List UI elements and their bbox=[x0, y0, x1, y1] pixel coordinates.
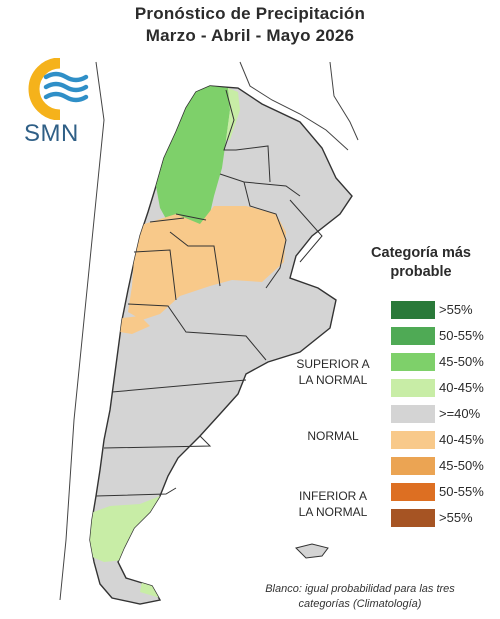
legend-label-0: >55% bbox=[439, 302, 473, 317]
legend-swatch-3 bbox=[391, 379, 435, 397]
legend-swatch-7 bbox=[391, 483, 435, 501]
legend-group-superior-line2: LA NORMAL bbox=[298, 373, 368, 387]
region-superior-tierra-del-fuego bbox=[140, 560, 180, 598]
legend-note-line1: Blanco: igual probabilidad para las tres bbox=[265, 583, 455, 595]
legend-swatch-5 bbox=[391, 431, 435, 449]
legend-swatch-1 bbox=[391, 327, 435, 345]
legend-group-inferior-line1: INFERIOR A bbox=[298, 489, 367, 503]
legend-group-inferior: INFERIOR A LA NORMAL bbox=[278, 488, 388, 520]
legend-label-6: 45-50% bbox=[439, 458, 484, 473]
legend-label-1: 50-55% bbox=[439, 328, 484, 343]
legend-label-2: 45-50% bbox=[439, 354, 484, 369]
region-inferior-west bbox=[120, 316, 150, 334]
map-title: Pronóstico de Precipitación bbox=[134, 4, 366, 23]
argentina-map bbox=[59, 61, 359, 605]
legend-title-line2: probable bbox=[390, 264, 452, 280]
legend-swatch-0 bbox=[391, 301, 435, 319]
brazil-border bbox=[329, 61, 359, 141]
legend-note-line2: categorías (Climatología) bbox=[298, 598, 422, 610]
legend-note: Blanco: igual probabilidad para las tres… bbox=[222, 582, 498, 612]
northern-border bbox=[239, 61, 349, 151]
smn-logo-text: SMN bbox=[24, 120, 79, 147]
legend-label-8: >55% bbox=[439, 510, 473, 525]
legend-swatch-6 bbox=[391, 457, 435, 475]
legend-group-normal: NORMAL bbox=[307, 429, 359, 443]
region-inferior-central bbox=[128, 206, 286, 320]
legend-title-line1: Categoría más bbox=[371, 245, 471, 261]
legend-group-superior-line1: SUPERIOR A bbox=[296, 357, 370, 371]
province-borders bbox=[95, 89, 323, 497]
legend-group-superior: SUPERIOR A LA NORMAL bbox=[278, 356, 388, 388]
chile-coastline bbox=[59, 61, 105, 601]
legend-label-7: 50-55% bbox=[439, 484, 484, 499]
smn-logo-icon bbox=[28, 57, 89, 121]
legend-label-3: 40-45% bbox=[439, 380, 484, 395]
legend-swatch-8 bbox=[391, 509, 435, 527]
region-superior-northwest bbox=[156, 86, 230, 232]
legend-label-5: 40-45% bbox=[439, 432, 484, 447]
legend-swatch-4 bbox=[391, 405, 435, 423]
legend-swatch-2 bbox=[391, 353, 435, 371]
legend-title: Categoría más probable bbox=[354, 244, 488, 282]
legend-group-inferior-line2: LA NORMAL bbox=[298, 505, 368, 519]
map-subtitle: Marzo - Abril - Mayo 2026 bbox=[145, 26, 355, 45]
malvinas-islands bbox=[295, 543, 329, 559]
argentina-base-region bbox=[89, 85, 353, 605]
legend-label-4: >=40% bbox=[439, 406, 481, 421]
region-superior-light-north bbox=[226, 88, 240, 140]
smn-logo: SMN bbox=[20, 57, 100, 158]
